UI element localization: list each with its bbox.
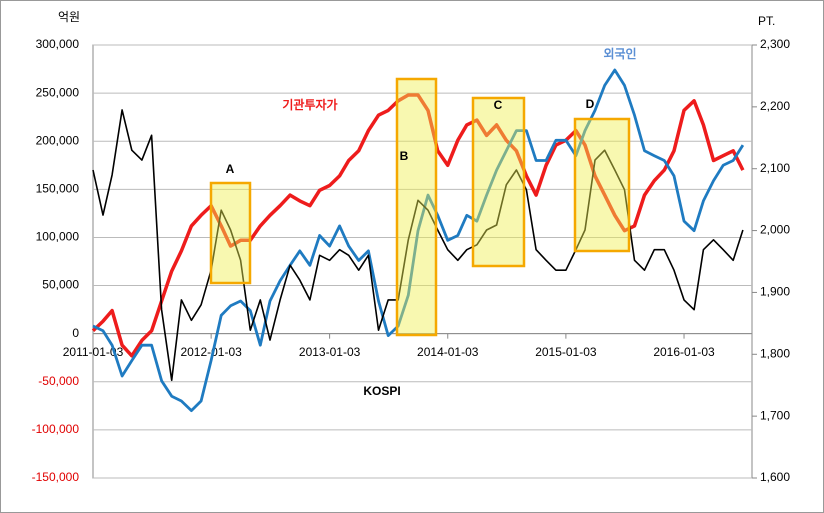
y-tick-label: 250,000 — [36, 85, 80, 99]
y2-tick-label: 1,900 — [760, 285, 790, 299]
y2-tick-label: 2,300 — [760, 37, 790, 51]
series-label: 기관투자가 — [282, 97, 337, 112]
y-tick-label: 200,000 — [36, 133, 80, 147]
y2-tick-label: 1,800 — [760, 346, 790, 360]
y2-unit: PT. — [758, 14, 775, 28]
highlight-box — [573, 117, 631, 253]
y2-tick-label: 2,200 — [760, 99, 790, 113]
x-tick-label: 2015-01-03 — [535, 345, 597, 359]
x-tick-label: 2012-01-03 — [180, 345, 242, 359]
y-tick-label: -100,000 — [32, 422, 80, 436]
series-label: 외국인 — [603, 46, 636, 61]
series-label: KOSPI — [363, 384, 400, 398]
y-tick-label: 50,000 — [42, 278, 79, 292]
y-unit: 억원 — [58, 10, 80, 24]
y-tick-label: 100,000 — [36, 230, 80, 244]
annotation-label: A — [226, 162, 235, 176]
y-tick-label: 0 — [72, 326, 79, 340]
annotation-label: B — [400, 149, 409, 163]
x-tick-label: 2013-01-03 — [299, 345, 361, 359]
y-tick-label: -50,000 — [38, 374, 79, 388]
annotation-label: D — [586, 97, 595, 111]
x-tick-label: 2014-01-03 — [417, 345, 479, 359]
highlight-box — [471, 96, 526, 268]
series-line — [91, 93, 745, 358]
highlight-box — [209, 181, 252, 285]
y2-tick-label: 1,600 — [760, 470, 790, 484]
x-tick-label: 2011-01-03 — [63, 345, 124, 359]
y-tick-label: 150,000 — [36, 182, 80, 196]
x-tick-label: 2016-01-03 — [653, 345, 715, 359]
highlight-box — [395, 77, 438, 337]
annotation-label: C — [494, 98, 503, 112]
y2-tick-label: 2,100 — [760, 161, 790, 175]
y2-tick-label: 2,000 — [760, 223, 790, 237]
series-line — [92, 68, 745, 412]
y2-tick-label: 1,700 — [760, 408, 790, 422]
series-line — [92, 109, 744, 382]
y-tick-label: -150,000 — [32, 470, 80, 484]
y-tick-label: 300,000 — [36, 37, 80, 51]
